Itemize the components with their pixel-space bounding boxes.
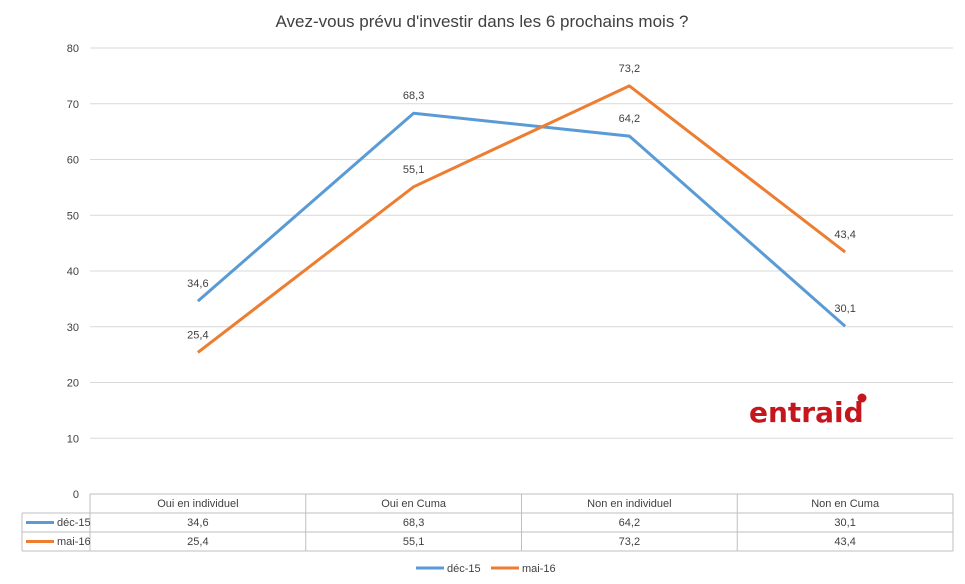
data-label: 64,2 — [619, 113, 640, 125]
y-tick-label: 80 — [67, 43, 79, 55]
data-label: 73,2 — [619, 63, 640, 75]
y-tick-label: 50 — [67, 210, 79, 222]
x-category-label: Non en individuel — [587, 498, 671, 510]
x-category-label: Oui en individuel — [157, 498, 238, 510]
data-label: 55,1 — [403, 164, 424, 176]
series-lines — [196, 84, 847, 354]
data-table: Oui en individuel Oui en Cuma Non en indiv… — [21, 493, 954, 552]
chart-title: Avez-vous prévu d'investir dans les 6 pr… — [275, 12, 688, 31]
y-tick-label: 10 — [67, 433, 79, 445]
y-tick-label: 60 — [67, 155, 79, 167]
gridlines — [90, 47, 953, 439]
y-tick-label: 40 — [67, 266, 79, 278]
series-line-mai-16 — [196, 84, 847, 354]
x-category-label: Oui en Cuma — [381, 498, 447, 510]
data-label: 68,3 — [403, 90, 424, 102]
table-cell: 68,3 — [403, 517, 424, 529]
series-line-dec-15 — [196, 111, 847, 328]
y-tick-label: 30 — [67, 322, 79, 334]
legend-label: mai-16 — [522, 563, 556, 575]
table-series-name: déc-15 — [57, 517, 91, 529]
table-cell: 34,6 — [187, 517, 208, 529]
y-tick-label: 20 — [67, 378, 79, 390]
data-labels: 34,6 68,3 64,2 30,1 25,4 55,1 73,2 43,4 — [187, 63, 856, 341]
data-label: 43,4 — [834, 229, 855, 241]
table-cell: 43,4 — [834, 536, 855, 548]
legend: déc-15 mai-16 — [416, 563, 556, 575]
data-label: 30,1 — [834, 303, 855, 315]
table-cell: 30,1 — [834, 517, 855, 529]
y-axis: 0 10 20 30 40 50 60 70 80 — [67, 43, 79, 501]
logo-text: entraid — [749, 396, 864, 429]
table-series-name: mai-16 — [57, 536, 91, 548]
entraid-logo: entraid — [749, 393, 867, 429]
logo-dot — [857, 393, 867, 403]
x-category-label: Non en Cuma — [811, 498, 880, 510]
table-cell: 64,2 — [619, 517, 640, 529]
table-cell: 73,2 — [619, 536, 640, 548]
data-label: 25,4 — [187, 329, 208, 341]
y-tick-label: 70 — [67, 99, 79, 111]
legend-label: déc-15 — [447, 563, 481, 575]
table-cell: 55,1 — [403, 536, 424, 548]
y-tick-label: 0 — [73, 489, 79, 501]
table-cell: 25,4 — [187, 536, 208, 548]
data-label: 34,6 — [187, 278, 208, 290]
